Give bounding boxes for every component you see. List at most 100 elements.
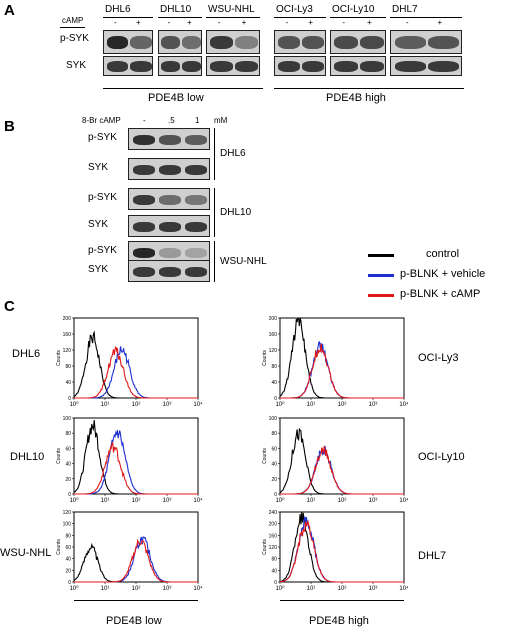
cell-line-label-b: DHL6 [220, 148, 246, 159]
blot-band [185, 165, 207, 175]
blot-band [277, 36, 300, 50]
y-tick-label: 60 [65, 545, 71, 551]
lane-sign: + [241, 18, 247, 27]
y-tick-label: 0 [68, 492, 71, 498]
blot-band [133, 135, 155, 145]
blot-band [181, 61, 201, 73]
histogram-DHL10: 0 20 40 60 80 100 Counts 10⁰ 10¹ 10² 10³ 10⁴ [56, 416, 203, 504]
lane-sign: - [114, 18, 117, 27]
row-label-syk-b: SYK [88, 219, 109, 230]
blot-band [106, 61, 128, 73]
x-tick-label: 10⁰ [69, 497, 79, 504]
series-p-blnk-camp [280, 344, 404, 399]
blot-band [159, 165, 181, 175]
series-p-blnk-vehicle [74, 429, 198, 495]
blot-band [360, 36, 385, 50]
y-axis-label: Counts [262, 539, 268, 555]
plot-frame [279, 417, 405, 495]
y-tick-label: 80 [65, 364, 71, 370]
x-tick-label: 10³ [369, 586, 378, 592]
panel-c-letter: C [4, 298, 15, 315]
legend-swatch-vehicle [368, 274, 394, 277]
psyk-blot [390, 30, 462, 54]
blot-band [130, 36, 152, 50]
histogram-DHL7: 0 40 80 120 160 200 240 Counts 10⁰ 10¹ 10² 10³ 10⁴ [262, 510, 409, 592]
camp-underline [60, 27, 85, 28]
psyk-blot [158, 30, 202, 54]
legend: control p-BLNK + vehicle p-BLNK + cAMP [368, 246, 518, 306]
cell-line-underline [390, 17, 462, 18]
cell-line-label-b: DHL10 [220, 206, 252, 218]
blot-band [185, 222, 207, 232]
y-tick-label: 40 [65, 462, 71, 468]
blot-band [161, 61, 181, 73]
blot-band [209, 36, 233, 50]
cell-line-underline [103, 17, 153, 18]
cell-line-underline [274, 17, 326, 18]
cell-line-label-a: OCI-Ly3 [276, 4, 313, 15]
row-label-psyk-a: p-SYK [60, 33, 89, 44]
psyk-blot [274, 30, 326, 54]
panel-a-letter: A [4, 2, 15, 19]
syk-blot-b [128, 215, 210, 237]
c-label-dhl10: DHL10 [10, 451, 45, 463]
x-tick-label: 10⁴ [399, 497, 409, 504]
series-p-blnk-camp [280, 446, 404, 495]
dose-1: .5 [168, 116, 175, 125]
series-p-blnk-camp [279, 520, 404, 583]
lane-sign: - [405, 18, 409, 27]
syk-blot [274, 56, 326, 76]
blot-band [130, 61, 152, 73]
lane-sign: - [342, 18, 345, 27]
x-tick-label: 10³ [163, 498, 172, 504]
blot-band [360, 61, 385, 73]
x-tick-label: 10² [338, 586, 347, 592]
series-p-blnk-camp [74, 441, 198, 495]
cell-line-underline [330, 17, 386, 18]
legend-label-camp: p-BLNK + cAMP [400, 288, 481, 300]
group-label-high-a: PDE4B high [326, 92, 386, 104]
x-tick-label: 10⁴ [399, 585, 409, 592]
group-label-high-c: PDE4B high [309, 615, 369, 627]
c-label-dhl6: DHL6 [12, 348, 41, 360]
blot-band [133, 195, 155, 205]
y-tick-label: 20 [65, 477, 71, 483]
blot-band [302, 61, 325, 73]
y-tick-label: 200 [269, 522, 278, 528]
y-tick-label: 20 [65, 568, 71, 574]
y-tick-label: 40 [271, 380, 277, 386]
group-underline-high-c [280, 600, 404, 601]
y-tick-label: 120 [269, 545, 278, 551]
y-tick-label: 0 [274, 492, 277, 498]
series-p-blnk-vehicle [280, 341, 404, 399]
cell-line-bracket [214, 128, 215, 180]
y-tick-label: 40 [65, 380, 71, 386]
y-tick-label: 120 [63, 348, 72, 354]
x-tick-label: 10² [132, 498, 141, 504]
group-underline-low-a [103, 88, 263, 89]
cell-line-label-a: OCI-Ly10 [332, 4, 375, 15]
x-tick-label: 10² [338, 402, 347, 408]
dose-0: - [143, 116, 146, 125]
x-tick-label: 10⁴ [399, 401, 409, 408]
row-label-psyk-b: p-SYK [88, 132, 117, 143]
y-tick-label: 40 [271, 462, 277, 468]
lane-sign: - [217, 18, 221, 27]
psyk-blot-b [128, 188, 210, 210]
camp-label: cAMP [62, 16, 84, 25]
dose-2: 1 [195, 116, 200, 125]
plot-frame [279, 317, 405, 399]
blot-band [185, 248, 207, 258]
x-tick-label: 10⁰ [275, 585, 285, 592]
lane-sign: + [136, 18, 141, 27]
group-underline-low-c [74, 600, 198, 601]
group-label-low-c: PDE4B low [106, 615, 162, 627]
blot-band [133, 248, 155, 258]
syk-blot [330, 56, 386, 76]
y-tick-label: 20 [271, 477, 277, 483]
y-axis-label: Counts [56, 539, 62, 555]
blot-band [209, 61, 233, 73]
legend-entry-control: control [368, 246, 518, 266]
lane-sign: + [308, 18, 313, 27]
